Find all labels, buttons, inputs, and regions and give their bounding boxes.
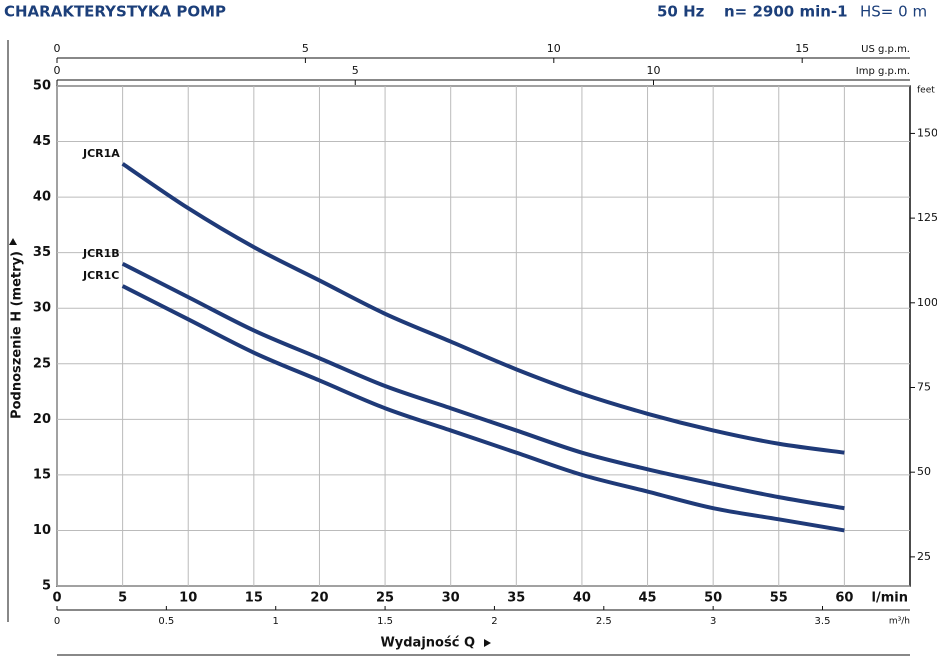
y2-tick-label: 100 — [917, 296, 937, 309]
y-tick-label: 40 — [33, 190, 51, 205]
x-tick-label: 35 — [507, 591, 525, 606]
axis-label: US g.p.m. — [861, 44, 910, 55]
x-tick-label: 25 — [376, 591, 394, 606]
subtitle: 50 Hz — [657, 3, 705, 21]
chart-title: CHARAKTERYSTYKA POMP — [4, 3, 226, 21]
y2-tick-label: 25 — [917, 550, 931, 563]
y2-axis-label: feet — [917, 86, 935, 96]
x-tick-label: 0 — [52, 591, 61, 606]
y2-tick-label: 50 — [917, 465, 931, 478]
tick-label: 2.5 — [596, 616, 612, 627]
x-tick-label: 40 — [573, 591, 591, 606]
y-tick-label: 25 — [33, 356, 51, 371]
curve — [121, 162, 845, 455]
axis-label: m³/h — [889, 617, 910, 627]
plot-area — [56, 85, 911, 587]
tick-label: 0.5 — [158, 616, 174, 627]
x-tick-label: 60 — [835, 591, 853, 606]
y-tick-label: 30 — [33, 301, 51, 316]
tick-label: 0 — [54, 64, 61, 77]
tick-label: 10 — [547, 42, 561, 55]
tick-label: 1 — [273, 616, 279, 627]
tick-label: 0 — [54, 42, 61, 55]
y-tick-label: 20 — [33, 412, 51, 427]
y-tick-label: 10 — [33, 523, 51, 538]
tick-label: 10 — [647, 64, 661, 77]
x-tick-label: 20 — [310, 591, 328, 606]
tick-label: 5 — [352, 64, 359, 77]
y-axis-label: Podnoszenie H (metry) — [10, 251, 25, 419]
y2-tick-label: 75 — [917, 380, 931, 393]
series-label: JCR1B — [82, 247, 120, 260]
axis-label: Imp g.p.m. — [856, 66, 910, 77]
x-axis-label: Wydajność Q — [380, 636, 475, 651]
curve — [121, 261, 845, 511]
subtitle: HS= 0 m — [860, 3, 927, 21]
y-tick-label: 45 — [33, 134, 51, 149]
y-tick-label: 50 — [33, 79, 51, 94]
curve — [121, 284, 845, 533]
tick-label: 15 — [795, 42, 809, 55]
y2-tick-label: 125 — [917, 211, 937, 224]
tick-label: 5 — [302, 42, 309, 55]
tick-label: 3.5 — [815, 616, 831, 627]
y2-tick-label: 150 — [917, 126, 937, 139]
subtitle: n= 2900 min-1 — [724, 3, 848, 21]
x-tick-label: 45 — [638, 591, 656, 606]
series-label: JCR1A — [82, 147, 120, 160]
series-label: JCR1C — [82, 269, 119, 282]
arrow — [9, 238, 17, 245]
x-tick-label: 55 — [770, 591, 788, 606]
x-tick-label: 15 — [245, 591, 263, 606]
y-tick-label: 35 — [33, 245, 51, 260]
arrow — [484, 639, 491, 647]
tick-label: 2 — [491, 616, 497, 627]
tick-label: 1.5 — [377, 616, 393, 627]
tick-label: 0 — [54, 616, 60, 627]
x-tick-label: 30 — [442, 591, 460, 606]
y-tick-label: 5 — [42, 579, 51, 594]
x-tick-label: 10 — [179, 591, 197, 606]
x-unit: l/min — [872, 591, 908, 606]
tick-label: 3 — [710, 616, 716, 627]
y-tick-label: 15 — [33, 467, 51, 482]
x-tick-label: 50 — [704, 591, 722, 606]
x-tick-label: 5 — [118, 591, 127, 606]
